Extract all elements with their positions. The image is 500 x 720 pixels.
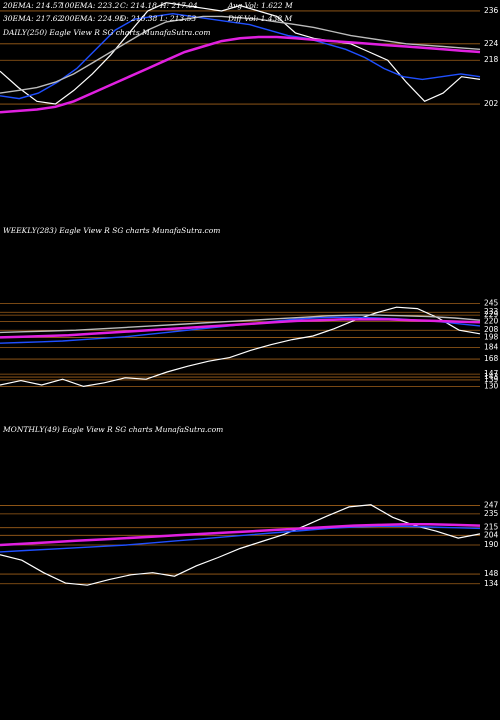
y-tick-label: 202 [484,99,499,108]
panel-title: DAILY(250) Eagle View R SG charts Munafa… [2,28,210,37]
y-tick-label: 134 [484,579,499,588]
header-stat: Diff Vol: 1.438 M [227,14,293,23]
y-tick-label: 215 [484,523,499,532]
y-tick-label: 139 [484,375,499,384]
y-tick-label: 130 [484,381,499,390]
y-tick-label: 190 [484,540,499,549]
y-tick-label: 168 [484,354,499,363]
price-line [0,314,481,334]
y-tick-label: 208 [484,325,499,334]
y-tick-label: 204 [484,530,499,539]
y-tick-label: 143 [484,372,499,381]
y-tick-label: 233 [484,307,499,316]
price-line [0,306,481,388]
header-stat: Avg Vol: 1.622 M [227,1,293,10]
y-tick-label: 198 [484,332,499,341]
header-stat: O: 216.38 [120,14,158,23]
y-tick-label: 247 [484,501,499,510]
price-line [0,15,481,94]
y-tick-label: 148 [484,569,499,578]
price-line [0,35,481,114]
y-tick-label: 147 [484,369,499,378]
header-stat: 100EMA: 223.2 [60,1,119,10]
y-tick-label: 220 [484,317,499,326]
price-line [0,522,481,547]
y-tick-label: 236 [484,6,499,15]
panel-title: WEEKLY(283) Eagle View R SG charts Munaf… [3,226,220,235]
header-stat: L: 213.53 [159,14,196,23]
price-line [0,12,481,100]
y-tick-label: 235 [484,509,499,518]
panel-title: MONTHLY(49) Eagle View R SG charts Munaf… [2,425,223,434]
y-tick-label: 229 [484,310,499,319]
y-tick-label: 245 [484,299,499,308]
y-tick-label: 184 [484,343,499,352]
header-stat: 200EMA: 224.95 [59,14,124,23]
header-stat: 20EMA: 214.57 [2,1,62,10]
price-line [0,525,481,553]
header-stat: H: 217.04 [159,1,198,10]
price-line [0,318,481,339]
header-stat: 30EMA: 217.62 [3,14,62,23]
y-tick-label: 224 [484,39,499,48]
y-tick-label: 218 [484,55,499,64]
header-stat: C: 214.18 [120,1,157,10]
price-line [0,504,481,586]
